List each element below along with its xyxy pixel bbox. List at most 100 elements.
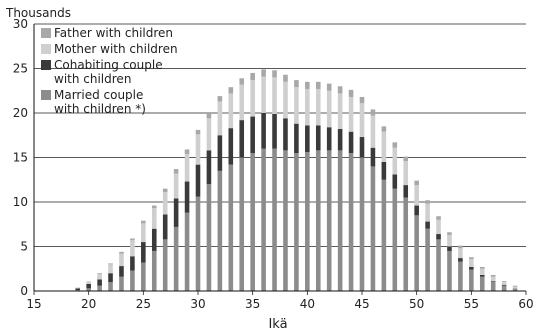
- bar-age38-series0: [283, 150, 288, 291]
- x-tick-label-15: 15: [26, 297, 41, 311]
- legend-label-cohabiting: Cohabiting couple with children: [54, 58, 163, 86]
- bar-age23-series2: [119, 253, 124, 267]
- bar-age34-series3: [239, 78, 245, 85]
- bar-age57-series0: [490, 282, 496, 291]
- bar-age29-series2: [184, 153, 190, 182]
- y-axis-title: Thousands: [5, 6, 71, 20]
- bar-age58-series0: [501, 285, 507, 291]
- bar-age43-series3: [337, 86, 343, 94]
- bar-age47-series3: [381, 126, 387, 132]
- bar-age29-series3: [184, 149, 190, 154]
- x-tick-label-50: 50: [409, 297, 424, 311]
- bar-age30-series2: [195, 134, 201, 165]
- legend-item-father: Father with children: [41, 26, 191, 40]
- bar-age48-series3: [392, 142, 398, 148]
- bar-age43-series1: [337, 129, 343, 151]
- bar-age46-series3: [370, 109, 376, 116]
- bar-age45-series1: [359, 137, 365, 158]
- gridlines: [34, 23, 526, 247]
- bar-age56-series1: [479, 274, 485, 277]
- bar-age54-series3: [458, 245, 463, 249]
- bar-age35-series1: [250, 116, 255, 154]
- bar-age22-series1: [108, 273, 113, 283]
- legend-swatch-mother: [41, 44, 51, 54]
- bar-age50-series1: [414, 205, 419, 216]
- bar-age33-series3: [228, 87, 234, 94]
- bar-age37-series3: [272, 70, 277, 78]
- bar-age25-series0: [141, 262, 146, 291]
- bar-age47-series2: [381, 131, 387, 162]
- bar-age24-series3: [130, 238, 135, 241]
- bar-age56-series0: [479, 276, 485, 291]
- bar-age59-series2: [512, 286, 518, 289]
- bar-age39-series0: [294, 153, 299, 291]
- x-tick-label-20: 20: [81, 297, 96, 311]
- legend-swatch-cohabiting: [41, 60, 51, 70]
- bar-age21-series1: [97, 279, 102, 286]
- x-tick-label-40: 40: [300, 297, 315, 311]
- legend-swatch-married: [41, 90, 51, 100]
- bar-age58-series2: [501, 282, 507, 285]
- bar-age26-series2: [151, 208, 157, 229]
- bar-age24-series2: [130, 240, 135, 257]
- bar-age22-series3: [108, 263, 113, 265]
- bar-age19-series1: [75, 288, 81, 291]
- bar-age23-series1: [119, 266, 124, 277]
- bar-age33-series1: [228, 128, 234, 165]
- bar-age38-series2: [283, 81, 288, 119]
- bars: [75, 69, 518, 291]
- bar-age31-series0: [206, 184, 212, 291]
- bar-age40-series3: [305, 81, 310, 89]
- bar-age59-series0: [512, 288, 518, 291]
- bar-age20-series2: [86, 281, 91, 284]
- bar-age48-series2: [392, 147, 398, 175]
- bar-age45-series2: [359, 103, 365, 138]
- bar-age39-series3: [294, 80, 299, 88]
- bar-age27-series2: [162, 192, 168, 215]
- bar-age27-series3: [162, 188, 168, 193]
- bar-age43-series0: [337, 150, 343, 291]
- bar-age28-series0: [173, 226, 179, 291]
- bar-age54-series2: [458, 248, 463, 259]
- legend-label-father: Father with children: [54, 26, 174, 40]
- bar-age43-series2: [337, 93, 343, 130]
- bar-age44-series3: [348, 89, 354, 97]
- tick-labels: 0 5 10 15 20 25 30 15 20 25 30 35 40 45 50 55 60: [13, 17, 534, 311]
- bar-age57-series1: [490, 281, 496, 283]
- bar-age42-series2: [326, 90, 332, 128]
- bar-age50-series3: [414, 180, 419, 186]
- y-tick-label-20: 20: [13, 106, 28, 120]
- bar-age28-series2: [173, 173, 179, 199]
- bar-age58-series1: [501, 284, 507, 286]
- bar-age52-series1: [436, 234, 441, 240]
- y-tick-label-5: 5: [20, 240, 28, 254]
- x-tick-label-55: 55: [464, 297, 479, 311]
- bar-age35-series0: [250, 153, 255, 291]
- x-tick-label-25: 25: [136, 297, 151, 311]
- bar-age52-series2: [436, 219, 441, 235]
- y-tick-label-0: 0: [20, 284, 28, 298]
- bar-age46-series0: [370, 166, 376, 291]
- bar-age28-series1: [173, 198, 179, 227]
- bar-age29-series1: [184, 181, 190, 213]
- bar-age21-series2: [97, 274, 102, 280]
- bar-age51-series3: [425, 200, 430, 204]
- bar-age32-series2: [217, 101, 223, 136]
- bar-age48-series1: [392, 174, 398, 189]
- bar-age28-series3: [173, 169, 179, 174]
- bar-age29-series0: [184, 212, 190, 291]
- bar-age55-series0: [469, 269, 474, 291]
- y-tick-label-25: 25: [13, 62, 28, 76]
- bar-age54-series1: [458, 258, 463, 262]
- bar-age55-series1: [469, 266, 474, 270]
- bar-age36-series3: [261, 69, 266, 77]
- bar-age54-series0: [458, 261, 463, 291]
- bar-age44-series0: [348, 153, 354, 291]
- legend-swatch-father: [41, 28, 51, 38]
- y-tick-label-30: 30: [13, 17, 28, 31]
- bar-age38-series3: [283, 74, 288, 82]
- bar-age35-series2: [250, 80, 255, 117]
- bar-age37-series2: [272, 77, 277, 114]
- bar-age45-series0: [359, 157, 365, 291]
- bar-age22-series2: [108, 264, 113, 274]
